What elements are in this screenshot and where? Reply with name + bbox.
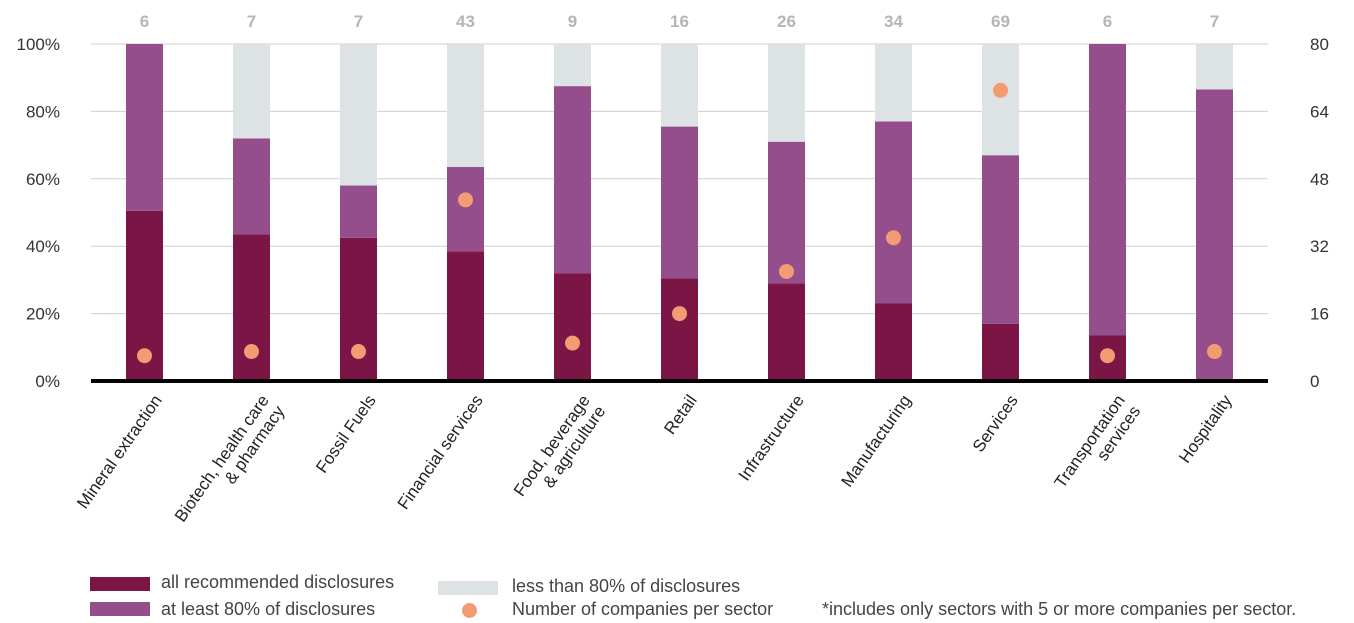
x-tick-label-line: Services: [969, 391, 1022, 455]
company-count-label: 7: [354, 12, 363, 31]
x-tick-label: Financial services: [394, 391, 487, 513]
y-left-tick-label: 0%: [35, 372, 60, 391]
company-count-dot: [137, 348, 152, 364]
bar-segment-1: [447, 251, 484, 381]
y-right-tick-label: 64: [1310, 102, 1329, 121]
x-tick-label-line: Hospitality: [1175, 391, 1236, 467]
x-tick-label: Infrastructure: [735, 391, 808, 484]
y-right-tick-label: 16: [1310, 305, 1329, 324]
company-count-dot: [458, 192, 473, 208]
x-tick-label: Mineral extraction: [73, 391, 166, 512]
x-tick-label: Biotech, health care& pharmacy: [171, 391, 289, 536]
bar-segment-1: [554, 273, 591, 381]
x-tick-label: Manufacturing: [837, 391, 914, 490]
company-count-dot: [244, 344, 259, 360]
bar-segment-2: [768, 141, 805, 284]
bar-segment-2: [661, 126, 698, 279]
legend-label-dots: Number of companies per sector: [512, 599, 774, 619]
x-tick-label: Retail: [660, 391, 700, 438]
bar-segment-3: [661, 44, 698, 127]
company-count-label: 34: [884, 12, 903, 31]
company-count-label: 7: [1210, 12, 1219, 31]
bar-segment-1: [875, 303, 912, 381]
x-tick-label: Food, beverage& agriculture: [510, 391, 609, 510]
bar-segment-2: [1196, 89, 1233, 380]
bar-segment-3: [1196, 44, 1233, 90]
y-left-tick-label: 100%: [17, 35, 60, 54]
company-count-label: 43: [456, 12, 475, 31]
company-count-dot: [1207, 344, 1222, 360]
bar-segment-3: [447, 44, 484, 168]
bars: [126, 44, 1233, 381]
company-count-dot: [993, 82, 1008, 98]
bar-segment-3: [340, 44, 377, 186]
bar-segment-2: [554, 86, 591, 274]
legend-swatch-all: [90, 577, 150, 591]
bar-segment-1: [768, 283, 805, 381]
y-left-tick-label: 20%: [26, 305, 60, 324]
company-count-dot: [351, 344, 366, 360]
company-count-label: 9: [568, 12, 577, 31]
x-tick-label-line: Fossil Fuels: [312, 391, 380, 476]
bar-segment-1: [661, 278, 698, 381]
company-count-dot: [1100, 348, 1115, 364]
bar-segment-3: [982, 44, 1019, 156]
company-count-label: 26: [777, 12, 796, 31]
bar-segment-2: [126, 44, 163, 211]
bar-segment-2: [982, 155, 1019, 324]
company-count-dot: [779, 263, 794, 279]
company-count-label: 7: [247, 12, 256, 31]
y-right-tick-label: 32: [1310, 237, 1329, 256]
bar-segment-2: [875, 121, 912, 304]
bar-segment-1: [340, 237, 377, 381]
x-tick-label: Hospitality: [1175, 391, 1236, 467]
bar-segment-3: [768, 44, 805, 142]
x-tick-label: Transportationservices: [1051, 391, 1145, 502]
legend-label-atleast: at least 80% of disclosures: [161, 599, 376, 619]
company-count-label: 6: [1103, 12, 1112, 31]
y-left-tick-label: 80%: [26, 102, 60, 121]
legend-label-less: less than 80% of disclosures: [512, 576, 741, 596]
bar-segment-2: [233, 138, 270, 235]
bar-segment-3: [875, 44, 912, 122]
legend-swatch-atleast: [90, 602, 150, 616]
company-count-label: 6: [140, 12, 149, 31]
company-count-dots: [137, 82, 1222, 364]
x-tick-label-line: Mineral extraction: [73, 391, 166, 512]
company-count-label: 69: [991, 12, 1010, 31]
x-tick-label-line: Infrastructure: [735, 391, 808, 484]
y-left-tick-label: 60%: [26, 170, 60, 189]
x-tick-label-line: Biotech, health care: [171, 391, 273, 525]
x-tick-label: Services: [969, 391, 1022, 455]
x-tick-label: Fossil Fuels: [312, 391, 380, 476]
x-tick-label-line: Financial services: [394, 391, 487, 513]
company-count-label: 16: [670, 12, 689, 31]
bar-segment-2: [340, 185, 377, 238]
x-tick-label-line: Manufacturing: [837, 391, 914, 490]
y-right-tick-label: 0: [1310, 372, 1319, 391]
legend-swatch-less: [438, 581, 498, 595]
bar-segment-1: [982, 323, 1019, 381]
y-right-tick-label: 80: [1310, 35, 1329, 54]
bar-segment-2: [1089, 44, 1126, 336]
legend-dot-companies: [462, 603, 477, 618]
company-count-dot: [565, 335, 580, 351]
bar-segment-3: [554, 44, 591, 87]
company-count-dot: [672, 306, 687, 322]
x-tick-label-line: Retail: [660, 391, 700, 438]
footnote: *includes only sectors with 5 or more co…: [822, 599, 1297, 619]
bar-segment-3: [233, 44, 270, 139]
bar-segment-2: [447, 167, 484, 252]
y-left-tick-label: 40%: [26, 237, 60, 256]
company-count-dot: [886, 230, 901, 246]
legend-label-all: all recommended disclosures: [161, 572, 395, 592]
y-right-tick-label: 48: [1310, 170, 1329, 189]
